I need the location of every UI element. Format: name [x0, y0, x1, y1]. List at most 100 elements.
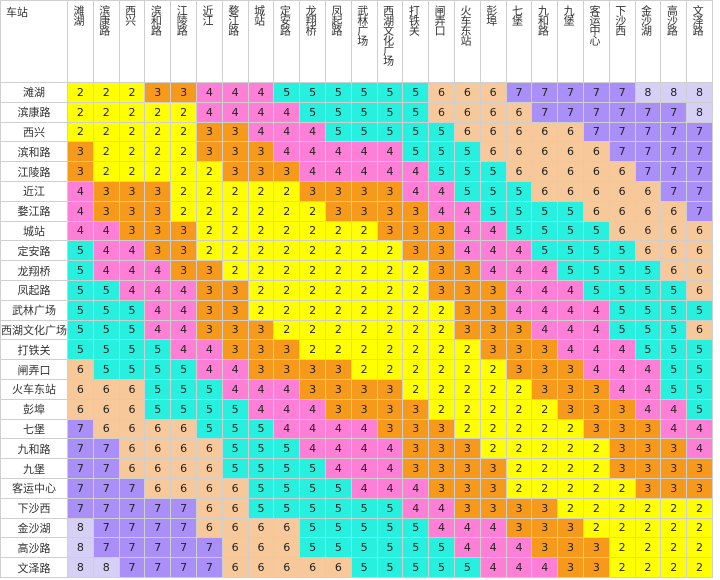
fare-cell: 2: [582, 477, 610, 499]
fare-cell: 4: [273, 141, 301, 163]
fare-cell: 6: [582, 200, 610, 222]
fare-cell: 3: [453, 319, 481, 341]
fare-cell: 6: [195, 458, 223, 479]
fare-cell: 3: [582, 557, 610, 578]
fare-cell: 5: [67, 240, 94, 262]
fare-cell: 5: [686, 339, 713, 361]
fare-cell: 5: [531, 220, 559, 242]
fare-cell: 3: [531, 378, 559, 400]
fare-cell: 4: [505, 537, 533, 559]
fare-cell: 4: [505, 557, 533, 578]
fare-cell: 2: [92, 141, 120, 163]
fare-cell: 5: [273, 438, 301, 460]
fare-cell: 5: [634, 260, 662, 281]
fare-cell: 5: [273, 458, 301, 479]
fare-cell: 5: [505, 200, 533, 222]
fare-cell: 7: [144, 517, 172, 539]
fare-cell: 2: [144, 121, 172, 143]
fare-cell: 3: [350, 378, 378, 400]
fare-cell: 3: [582, 537, 610, 559]
column-header-label: 近江: [200, 5, 214, 25]
fare-cell: 2: [195, 161, 223, 182]
table-row: 九和路 7 7 6 6 6 6 5 5 5 4 4 4 4 3 3 3 2 2 2 2 2 3 3 3 4: [0, 438, 713, 460]
fare-cell: 5: [402, 82, 430, 103]
table-row: 滨和路 3 2 2 2 2 3 3 3 4 4 4 4 4 5 5 5 6 6 6 6 6 7 7 7 7: [0, 141, 713, 163]
table-row: 江陵路 3 2 2 2 2 2 3 3 3 4 4 4 4 4 5 5 5 6 6 6 6 6 7 7 7: [0, 161, 713, 182]
fare-cell: 4: [660, 418, 688, 440]
fare-cell: 6: [118, 438, 146, 460]
fare-cell: 7: [634, 141, 662, 163]
fare-cell: 7: [92, 517, 120, 539]
fare-cell: 3: [531, 359, 559, 380]
row-header: 武林广场: [0, 299, 68, 321]
column-header-label: 滨康路: [97, 5, 111, 35]
fare-cell: 7: [634, 121, 662, 143]
fare-cell: 2: [376, 240, 404, 262]
fare-cell: 5: [453, 557, 481, 578]
fare-cell: 4: [582, 359, 610, 380]
column-header-label: 凤起路: [329, 5, 343, 35]
fare-cell: 6: [505, 161, 533, 182]
fare-cell: 7: [118, 537, 146, 559]
fare-cell: 3: [170, 82, 197, 103]
row-header: 九堡: [0, 458, 68, 479]
fare-cell: 3: [118, 200, 146, 222]
fare-cell: 5: [660, 279, 688, 301]
fare-cell: 4: [402, 180, 430, 202]
fare-cell: 2: [479, 438, 507, 460]
fare-cell: 3: [660, 477, 688, 499]
fare-cell: 2: [634, 557, 662, 578]
fare-cell: 2: [505, 418, 533, 440]
fare-cell: 5: [428, 121, 455, 143]
fare-cell: 7: [195, 537, 223, 559]
fare-cell: 6: [686, 220, 713, 242]
fare-cell: 3: [247, 319, 275, 341]
fare-cell: 3: [505, 497, 533, 519]
table-row: 七堡 7 6 6 6 6 5 5 5 4 4 4 4 3 3 3 2 2 2 2 2 3 3 3 4 4: [0, 418, 713, 440]
fare-cell: 7: [170, 497, 197, 519]
fare-cell: 5: [402, 121, 430, 143]
fare-cell: 4: [376, 161, 404, 182]
fare-cell: 4: [428, 517, 455, 539]
fare-cell: 2: [324, 240, 352, 262]
fare-cell: 2: [453, 418, 481, 440]
fare-cell: 2: [247, 279, 275, 301]
fare-cell: 5: [428, 161, 455, 182]
fare-cell: 5: [247, 477, 275, 499]
fare-cell: 2: [557, 418, 584, 440]
fare-cell: 4: [324, 438, 352, 460]
fare-cell: 4: [195, 339, 223, 361]
row-header: 江陵路: [0, 161, 68, 182]
fare-cell: 2: [273, 319, 301, 341]
fare-cell: 5: [273, 82, 301, 103]
fare-cell: 2: [221, 200, 249, 222]
fare-cell: 4: [608, 359, 636, 380]
fare-cell: 2: [505, 438, 533, 460]
fare-cell: 2: [144, 141, 172, 163]
column-header-label: 七堡: [510, 5, 524, 25]
fare-cell: 4: [67, 220, 94, 242]
column-header: 武林广场: [350, 0, 378, 83]
fare-cell: 4: [557, 319, 584, 341]
fare-cell: 4: [221, 378, 249, 400]
fare-cell: 6: [170, 438, 197, 460]
fare-cell: 5: [660, 339, 688, 361]
fare-cell: 3: [428, 418, 455, 440]
row-header: 龙翔桥: [0, 260, 68, 281]
fare-cell: 2: [608, 497, 636, 519]
fare-cell: 2: [324, 279, 352, 301]
fare-cell: 5: [144, 339, 172, 361]
fare-cell: 3: [557, 359, 584, 380]
fare-cell: 5: [428, 141, 455, 163]
column-header-label: 九堡: [562, 5, 576, 25]
fare-cell: 6: [660, 260, 688, 281]
fare-cell: 2: [67, 101, 94, 123]
fare-cell: 2: [324, 220, 352, 242]
fare-cell: 6: [505, 121, 533, 143]
fare-cell: 5: [247, 438, 275, 460]
fare-cell: 5: [350, 517, 378, 539]
fare-cell: 6: [479, 82, 507, 103]
fare-cell: 4: [247, 378, 275, 400]
fare-cell: 2: [428, 378, 455, 400]
